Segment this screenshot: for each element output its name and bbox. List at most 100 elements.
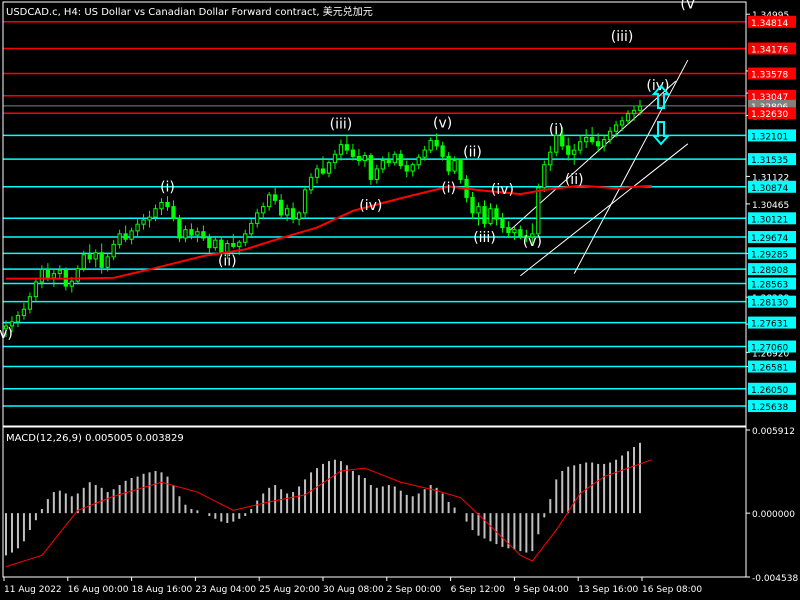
candle-body — [446, 155, 451, 172]
candle-body — [344, 144, 350, 151]
candle-body — [434, 139, 439, 147]
candle-body — [195, 231, 200, 236]
price-level-tag — [748, 400, 796, 413]
chart-title: USDCAD.c, H4: US Dollar vs Canadian Doll… — [6, 7, 373, 18]
price-level-label: 1.30874 — [751, 184, 788, 194]
candle-body — [578, 141, 583, 151]
price-level-label: 1.30121 — [751, 215, 788, 225]
price-level-tag — [748, 89, 796, 102]
price-level-label: 1.32101 — [751, 132, 788, 142]
candle-body — [308, 176, 314, 191]
candle-body — [554, 134, 559, 153]
candle-body — [219, 239, 224, 254]
candle-body — [177, 217, 182, 239]
macd-tick-label: 0.000000 — [752, 510, 795, 520]
candle-body — [141, 219, 146, 225]
price-level-tag — [748, 247, 796, 260]
horizontal-levels — [3, 21, 746, 407]
price-level-tag — [748, 42, 796, 55]
price-level-tag — [748, 212, 796, 225]
candle-body — [530, 233, 535, 238]
candle-body — [386, 160, 391, 164]
price-level-label: 1.28130 — [751, 299, 788, 309]
candle-body — [255, 212, 260, 224]
candle-body — [458, 160, 463, 180]
candle-body — [625, 113, 631, 122]
candle-body — [237, 241, 242, 247]
price-level-label: 1.29674 — [751, 234, 788, 244]
price-level-label: 1.28563 — [751, 281, 788, 291]
time-tick-label: 11 Aug 2022 — [4, 585, 62, 595]
candle-body — [261, 206, 266, 214]
price-level-tag — [748, 107, 796, 120]
candle-body — [320, 168, 326, 174]
macd-title: MACD(12,26,9) 0.005005 0.003829 — [6, 433, 184, 444]
price-level-label: 1.29285 — [751, 250, 788, 260]
candle-body — [105, 256, 110, 268]
candle-body — [93, 252, 98, 260]
candle-body — [482, 206, 487, 224]
candle-body — [39, 268, 45, 283]
candle-body — [572, 149, 577, 155]
candle-body — [213, 239, 218, 249]
macd-panel — [5, 442, 653, 568]
candle-body — [488, 208, 493, 224]
candle-body — [296, 212, 302, 220]
wave-label: (ii) — [565, 172, 584, 188]
candle-body — [45, 268, 51, 279]
wave-label: (ii) — [463, 144, 482, 160]
candle-body — [380, 160, 385, 170]
candle-body — [81, 254, 86, 270]
time-tick-label: 6 Sep 12:00 — [451, 585, 506, 595]
candle-body — [536, 187, 541, 235]
wave-label: (iv) — [491, 182, 514, 198]
wave-label: (V — [680, 0, 695, 13]
price-level-tag — [748, 180, 796, 193]
candle-body — [428, 139, 433, 151]
channel-line — [520, 143, 689, 277]
candle-body — [607, 130, 613, 141]
candle-body — [111, 243, 116, 258]
time-tick-label: 9 Sep 04:00 — [514, 585, 569, 595]
candle-body — [290, 208, 296, 220]
candle-body — [129, 230, 134, 240]
price-level-tag — [748, 263, 796, 276]
candle-body — [243, 233, 248, 243]
candle-body — [326, 162, 332, 174]
wave-label: (v) — [433, 115, 452, 131]
candle-body — [524, 235, 529, 238]
candle-body — [278, 199, 284, 216]
candle-body — [57, 269, 62, 275]
candle-body — [590, 137, 595, 143]
time-tick-label: 2 Sep 00:00 — [387, 585, 442, 595]
price-tick-label: 1.26920 — [752, 349, 789, 359]
wave-label: (iii) — [473, 230, 496, 246]
time-axis: 11 Aug 2022 16 Aug 00:00 18 Aug 16:00 23 Au… — [3, 577, 702, 595]
macd-frame — [2, 426, 747, 578]
wave-label: (ii) — [218, 254, 237, 270]
candle-body — [147, 216, 152, 221]
price-level-label: 1.27631 — [751, 320, 788, 330]
price-level-tag — [748, 129, 796, 142]
candle-body — [27, 296, 33, 310]
down-arrow-icon — [651, 121, 671, 146]
price-level-label: 1.28908 — [751, 266, 788, 276]
time-tick-label: 16 Sep 08:00 — [642, 585, 702, 595]
candle-body — [273, 194, 278, 201]
candle-body — [3, 325, 9, 330]
time-tick-label: 30 Aug 08:00 — [323, 585, 384, 595]
candle-body — [75, 268, 80, 282]
candle-body — [183, 229, 188, 239]
candle-body — [123, 233, 128, 240]
main-frame — [2, 1, 747, 427]
candle-body — [619, 120, 625, 126]
candle-body — [87, 254, 92, 260]
price-level-label: 1.32630 — [751, 110, 788, 120]
price-level-tag — [748, 153, 796, 166]
candle-body — [21, 308, 27, 316]
candle-body — [613, 124, 619, 132]
up-arrow-icon — [651, 84, 671, 109]
price-level-label: 1.27060 — [751, 343, 788, 353]
candle-body — [368, 155, 373, 180]
